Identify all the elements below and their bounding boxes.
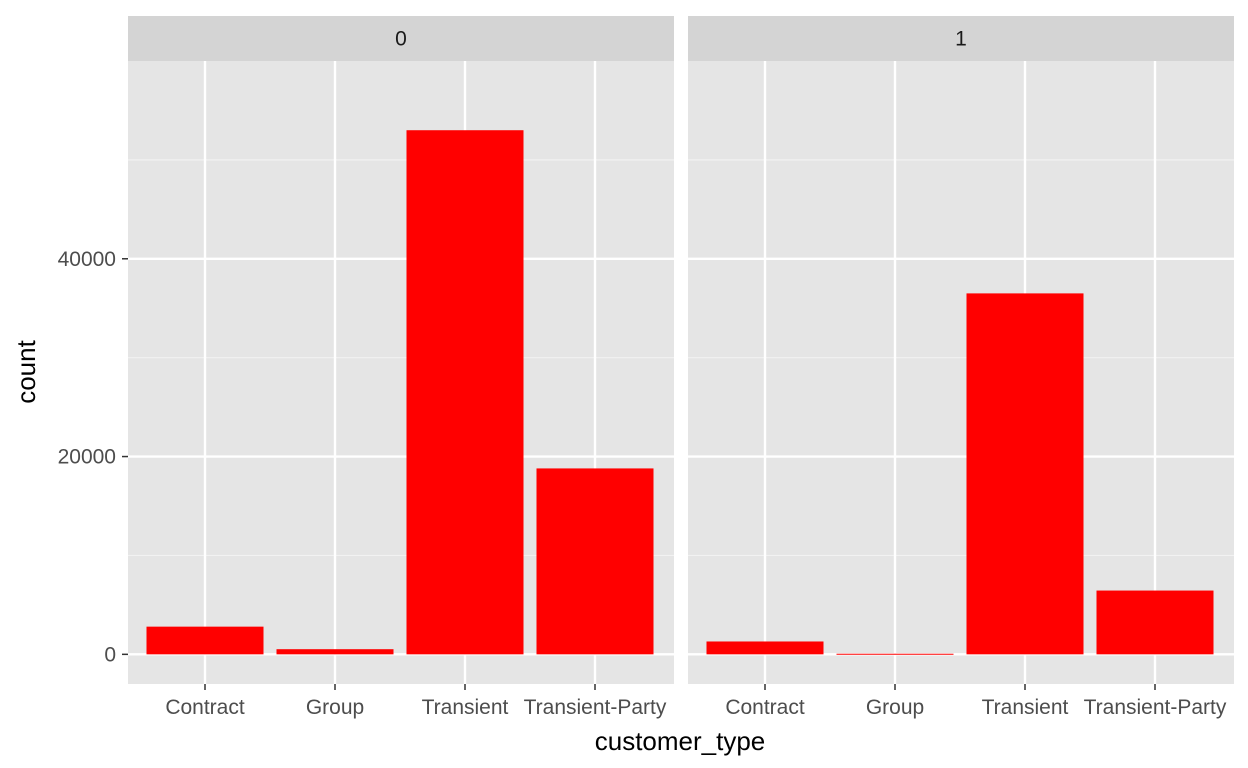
bar-transient-party-facet-1 (1096, 590, 1214, 655)
x-tick-label: Transient (982, 696, 1069, 719)
y-axis-title: count (11, 339, 41, 403)
bar-transient-facet-1 (966, 293, 1084, 655)
facet-strip (128, 16, 674, 61)
facet-strip-label: 0 (395, 28, 407, 51)
bar-group-facet-0 (276, 649, 394, 655)
panel-background (688, 61, 1234, 684)
x-axis-title: customer_type (595, 726, 766, 756)
facet-panel-1: 1 Contract Group Transient Transient-Party (688, 16, 1234, 719)
facet-strip-label: 1 (955, 28, 967, 51)
y-axis: 0 20000 40000 (58, 248, 128, 666)
bar-transient-party-facet-0 (536, 468, 654, 655)
x-tick-label: Contract (165, 696, 245, 719)
y-tick-label: 40000 (58, 248, 116, 271)
bar-transient-facet-0 (406, 130, 524, 655)
x-tick-label: Group (306, 696, 364, 719)
panels-layer: 0 Contract Group Transient Transient-Party 1 C… (128, 16, 1234, 719)
bar-group-facet-1 (836, 653, 954, 655)
x-tick-label: Contract (725, 696, 805, 719)
bar-contract-facet-0 (146, 626, 264, 655)
x-tick-label: Transient-Party (524, 696, 667, 719)
y-tick-label: 0 (104, 643, 116, 666)
facet-strip (688, 16, 1234, 61)
x-tick-label: Group (866, 696, 924, 719)
y-tick-label: 20000 (58, 446, 116, 469)
x-tick-label: Transient-Party (1084, 696, 1227, 719)
bar-contract-facet-1 (706, 641, 824, 655)
x-tick-label: Transient (422, 696, 509, 719)
facet-panel-0: 0 Contract Group Transient Transient-Party (128, 16, 674, 719)
